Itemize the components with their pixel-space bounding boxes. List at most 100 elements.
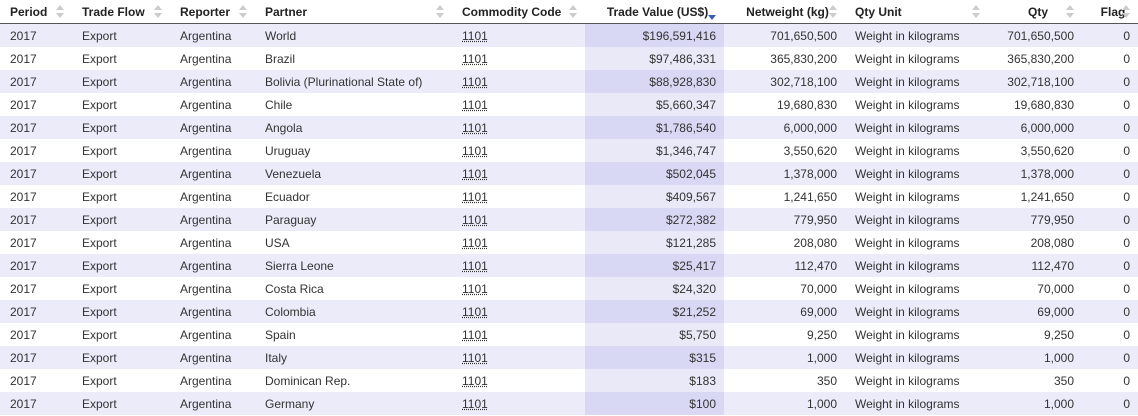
- table-cell: 1101: [452, 139, 585, 162]
- table-row: 2017 Export Argentina Venezuela 1101 $502,045…: [0, 162, 1138, 185]
- table-cell: 0: [1082, 300, 1138, 323]
- table-cell: 0: [1082, 254, 1138, 277]
- table-cell: Weight in kilograms: [845, 346, 988, 369]
- table-cell: 3,550,620: [724, 139, 845, 162]
- table-cell: 1101: [452, 254, 585, 277]
- table-cell: 19,680,830: [724, 93, 845, 116]
- table-cell: 2017: [0, 300, 72, 323]
- table-cell: 6,000,000: [988, 116, 1082, 139]
- table-cell: $5,750: [585, 323, 724, 346]
- header-row: Period Trade Flow Reporter Partner Commodity…: [0, 0, 1138, 24]
- table-cell: 9,250: [724, 323, 845, 346]
- table-cell: Bolivia (Plurinational State of): [255, 70, 452, 93]
- table-cell: Export: [72, 254, 170, 277]
- table-cell: Argentina: [170, 300, 255, 323]
- table-cell: $196,591,416: [585, 23, 724, 47]
- table-cell: Argentina: [170, 47, 255, 70]
- commodity-link[interactable]: 1101: [462, 120, 488, 135]
- table-cell: 0: [1082, 162, 1138, 185]
- commodity-link[interactable]: 1101: [462, 396, 488, 411]
- column-header[interactable]: Trade Value (US$): [585, 0, 724, 24]
- table-cell: $25,417: [585, 254, 724, 277]
- table-cell: 2017: [0, 116, 72, 139]
- sort-icon[interactable]: [56, 5, 64, 18]
- table-cell: Weight in kilograms: [845, 23, 988, 47]
- table-cell: Argentina: [170, 392, 255, 415]
- table-cell: 0: [1082, 116, 1138, 139]
- sort-icon[interactable]: [1066, 5, 1074, 18]
- table-cell: 1,000: [988, 346, 1082, 369]
- column-header[interactable]: Period: [0, 0, 72, 24]
- commodity-link[interactable]: 1101: [462, 51, 488, 66]
- table-cell: 779,950: [724, 208, 845, 231]
- table-cell: $409,567: [585, 185, 724, 208]
- column-header[interactable]: Partner: [255, 0, 452, 24]
- commodity-link[interactable]: 1101: [462, 304, 488, 319]
- commodity-link[interactable]: 1101: [462, 281, 488, 296]
- table-body: 2017 Export Argentina World 1101 $196,591,416…: [0, 23, 1138, 415]
- column-header[interactable]: Netweight (kg): [724, 0, 845, 24]
- sort-icon[interactable]: [708, 5, 716, 20]
- column-header[interactable]: Commodity Code: [452, 0, 585, 24]
- table-cell: 0: [1082, 231, 1138, 254]
- table-cell: 0: [1082, 369, 1138, 392]
- sort-icon[interactable]: [436, 5, 444, 18]
- column-header[interactable]: Reporter: [170, 0, 255, 24]
- table-cell: 6,000,000: [724, 116, 845, 139]
- table-cell: 69,000: [724, 300, 845, 323]
- table-cell: $272,382: [585, 208, 724, 231]
- column-header[interactable]: Flag: [1082, 0, 1138, 24]
- column-header[interactable]: Qty: [988, 0, 1082, 24]
- commodity-link[interactable]: 1101: [462, 258, 488, 273]
- table-cell: 208,080: [724, 231, 845, 254]
- column-header[interactable]: Qty Unit: [845, 0, 988, 24]
- table-cell: 350: [988, 369, 1082, 392]
- commodity-link[interactable]: 1101: [462, 212, 488, 227]
- table-cell: Argentina: [170, 231, 255, 254]
- table-cell: Export: [72, 185, 170, 208]
- table-cell: 1101: [452, 47, 585, 70]
- table-cell: $1,346,747: [585, 139, 724, 162]
- table-cell: 0: [1082, 277, 1138, 300]
- commodity-link[interactable]: 1101: [462, 189, 488, 204]
- header-label: Commodity Code: [462, 4, 562, 19]
- table-cell: Export: [72, 323, 170, 346]
- table-cell: 2017: [0, 254, 72, 277]
- table-cell: Argentina: [170, 346, 255, 369]
- table-row: 2017 Export Argentina USA 1101 $121,285 208,08…: [0, 231, 1138, 254]
- commodity-link[interactable]: 1101: [462, 166, 488, 181]
- commodity-link[interactable]: 1101: [462, 373, 488, 388]
- header-label: Period: [10, 4, 48, 19]
- commodity-link[interactable]: 1101: [462, 74, 488, 89]
- sort-icon[interactable]: [829, 5, 837, 18]
- table-cell: 1,241,650: [724, 185, 845, 208]
- sort-icon[interactable]: [239, 5, 247, 18]
- table-cell: Weight in kilograms: [845, 277, 988, 300]
- table-row: 2017 Export Argentina Angola 1101 $1,786,540 6…: [0, 116, 1138, 139]
- commodity-link[interactable]: 1101: [462, 97, 488, 112]
- column-header[interactable]: Trade Flow: [72, 0, 170, 24]
- commodity-link[interactable]: 1101: [462, 28, 488, 43]
- sort-icon[interactable]: [1122, 5, 1130, 18]
- commodity-link[interactable]: 1101: [462, 350, 488, 365]
- table-cell: 0: [1082, 23, 1138, 47]
- table-cell: Export: [72, 47, 170, 70]
- table-row: 2017 Export Argentina Sierra Leone 1101 $25,4…: [0, 254, 1138, 277]
- table-cell: World: [255, 23, 452, 47]
- table-cell: Germany: [255, 392, 452, 415]
- commodity-link[interactable]: 1101: [462, 235, 488, 250]
- table-row: 2017 Export Argentina Bolivia (Plurinationa…: [0, 70, 1138, 93]
- sort-icon[interactable]: [972, 5, 980, 18]
- table-cell: 1,000: [724, 392, 845, 415]
- commodity-link[interactable]: 1101: [462, 327, 488, 342]
- sort-icon[interactable]: [154, 5, 162, 18]
- sort-icon[interactable]: [569, 5, 577, 18]
- table-cell: Uruguay: [255, 139, 452, 162]
- table-cell: 2017: [0, 47, 72, 70]
- table-cell: Chile: [255, 93, 452, 116]
- table-cell: Angola: [255, 116, 452, 139]
- table-cell: Export: [72, 139, 170, 162]
- commodity-link[interactable]: 1101: [462, 143, 488, 158]
